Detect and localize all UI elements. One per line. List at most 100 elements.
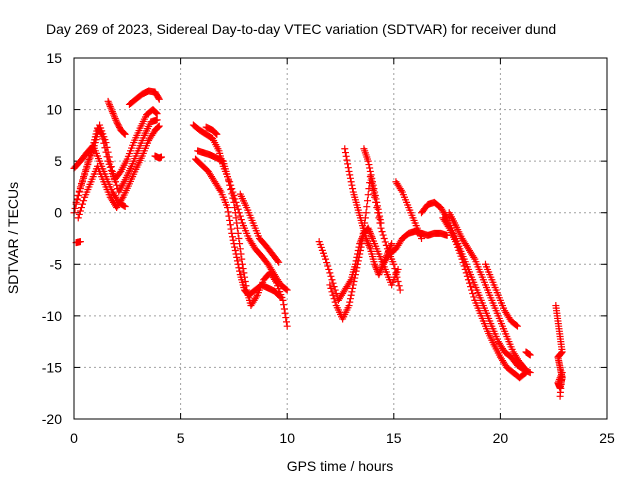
data-point-arc-e1 bbox=[556, 392, 564, 400]
data-point-arc-c2 bbox=[381, 238, 389, 246]
data-point-arc-a7 bbox=[155, 95, 163, 103]
data-point-arc-d3 bbox=[521, 369, 529, 377]
data-point-arc-c4 bbox=[377, 219, 385, 227]
data-point-arc-a6 bbox=[120, 130, 128, 138]
data-point-arc-a2 bbox=[107, 163, 115, 171]
data-point-arc-a1 bbox=[71, 204, 79, 212]
data-point-arc-a6 bbox=[111, 113, 119, 121]
data-point-arc-c2 bbox=[328, 288, 336, 296]
data-point-arc-b3 bbox=[216, 186, 224, 194]
data-point-arc-b2 bbox=[233, 219, 241, 227]
x-tick-label: 15 bbox=[386, 430, 402, 446]
data-point-arc-a2 bbox=[84, 161, 92, 169]
data-point-arc-c2 bbox=[362, 209, 370, 217]
data-point-arc-c2 bbox=[351, 271, 359, 279]
data-point-arc-a2 bbox=[153, 116, 161, 124]
data-point-arc-b3 bbox=[227, 225, 235, 233]
data-point-arc-a4 bbox=[120, 202, 128, 210]
data-point-arc-a2 bbox=[105, 153, 113, 161]
x-tick-labels: 0 5 10 15 20 25 bbox=[70, 430, 615, 446]
data-point-arc-c3 bbox=[341, 149, 349, 157]
data-point-arc-a2 bbox=[104, 148, 112, 156]
data-point-arc-d3 bbox=[522, 369, 530, 377]
y-axis-title: SDTVAR / TECUs bbox=[5, 182, 21, 294]
data-point-arc-a6 bbox=[111, 115, 119, 123]
data-point-arc-a2 bbox=[112, 178, 120, 186]
data-point-arc-b3 bbox=[276, 292, 284, 300]
data-point-arc-c1 bbox=[365, 226, 373, 234]
data-point-arc-c3 bbox=[366, 243, 374, 251]
data-point-arc-e1 bbox=[555, 351, 563, 359]
data-point-arc-a1 bbox=[152, 108, 160, 116]
data-point-arc-b3 bbox=[234, 260, 242, 268]
data-point-arc-a2 bbox=[81, 171, 89, 179]
data-point-arc-b2 bbox=[234, 229, 242, 237]
data-point-arc-a2 bbox=[74, 192, 82, 200]
chart-title: Day 269 of 2023, Sidereal Day-to-day VTE… bbox=[46, 21, 556, 37]
data-point-arc-c2 bbox=[354, 260, 362, 268]
data-point-arc-b3 bbox=[233, 253, 241, 261]
data-point-arc-c1 bbox=[322, 255, 330, 263]
data-point-arc-d3 bbox=[463, 272, 471, 280]
data-point-arc-a6 bbox=[108, 106, 116, 114]
data-point-arc-c3 bbox=[376, 269, 384, 277]
data-point-arc-b3 bbox=[233, 257, 241, 265]
data-point-arc-a2 bbox=[113, 181, 121, 189]
data-point-arc-c4 bbox=[367, 171, 375, 179]
data-point-arc-c3 bbox=[344, 160, 352, 168]
data-point-arc-b5 bbox=[211, 129, 219, 137]
data-point-arc-a4 bbox=[121, 203, 129, 211]
data-point-arc-c4 bbox=[372, 195, 380, 203]
data-point-arc-b2 bbox=[238, 255, 246, 263]
x-tick-label: 10 bbox=[279, 430, 295, 446]
data-point-arc-d4 bbox=[519, 363, 527, 371]
y-tick-label: 10 bbox=[46, 102, 62, 118]
data-point-arc-c1 bbox=[368, 233, 376, 241]
data-point-arc-d4 bbox=[520, 363, 528, 371]
data-point-arc-b4 bbox=[275, 258, 283, 266]
data-point-arc-c4 bbox=[376, 216, 384, 224]
data-point-arc-c2 bbox=[379, 231, 387, 239]
data-point-arc-b3 bbox=[229, 236, 237, 244]
data-point-arc-c3 bbox=[386, 243, 394, 251]
data-point-arc-a3 bbox=[75, 210, 83, 218]
data-point-arc-b2 bbox=[233, 224, 241, 232]
data-point-arc-a2 bbox=[86, 154, 94, 162]
data-point-arc-c3 bbox=[371, 260, 379, 268]
data-point-arc-c2 bbox=[326, 281, 334, 289]
plot-frame bbox=[73, 57, 608, 420]
data-point-arc-c2 bbox=[391, 265, 399, 273]
data-point-arc-c3 bbox=[348, 181, 356, 189]
data-point-arc-b1 bbox=[283, 286, 291, 294]
data-point-arc-c2 bbox=[353, 264, 361, 272]
data-point-arc-c3 bbox=[344, 164, 352, 172]
data-point-arc-c2 bbox=[351, 274, 359, 282]
data-point-arc-c1 bbox=[324, 262, 332, 270]
data-point-arc-c2 bbox=[378, 228, 386, 236]
data-point-arc-b5 bbox=[213, 130, 221, 138]
data-point-arc-c2 bbox=[347, 291, 355, 299]
data-point-arc-a6 bbox=[108, 108, 116, 116]
data-point-arc-c4 bbox=[376, 212, 384, 220]
data-point-arc-c1 bbox=[323, 259, 331, 267]
data-point-arc-c2 bbox=[395, 282, 403, 290]
data-point-arc-b2 bbox=[230, 198, 238, 206]
data-point-arc-a3 bbox=[79, 200, 87, 208]
data-point-arc-b2 bbox=[283, 322, 291, 330]
data-point-arc-a6 bbox=[110, 111, 118, 119]
data-point-arc-c4 bbox=[370, 185, 378, 193]
data-point-arc-d3 bbox=[469, 290, 477, 298]
data-point-arc-c3 bbox=[343, 156, 351, 164]
data-point-arc-a6 bbox=[120, 129, 128, 137]
data-point-arc-d3 bbox=[470, 293, 478, 301]
data-point-arc-b2 bbox=[252, 293, 260, 301]
data-point-arc-b2 bbox=[227, 186, 235, 194]
data-point-arc-c1 bbox=[367, 231, 375, 239]
data-point-arc-a6 bbox=[104, 97, 112, 105]
x-tick-label: 25 bbox=[599, 430, 615, 446]
data-point-arc-c2 bbox=[330, 295, 338, 303]
data-point-arc-a2 bbox=[87, 151, 95, 159]
data-point-arc-a2 bbox=[77, 181, 85, 189]
data-point-arc-c1 bbox=[329, 279, 337, 287]
